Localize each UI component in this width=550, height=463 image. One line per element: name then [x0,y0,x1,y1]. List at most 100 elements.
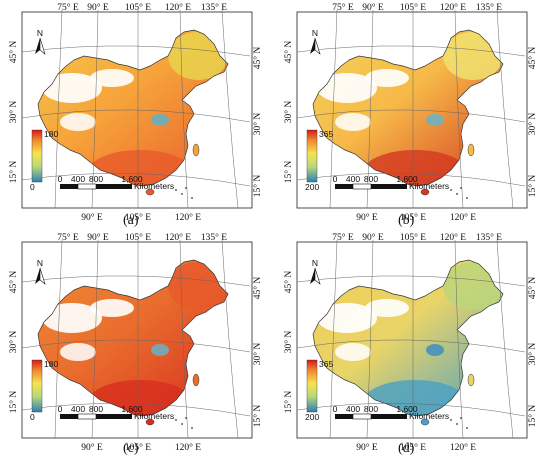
scale-bar-a [60,183,132,190]
map-b-svg: 75° E 90° E 105° E 120° E 135° E 90° E 105° E 1… [283,2,538,223]
lon-label-top-b-4: 135° E [476,2,502,13]
desert-area-tarim-a [42,73,102,103]
taiwan-island-c [192,373,200,387]
scale-tick-c-0: 0 [58,404,63,414]
scale-seg-2-c [77,413,97,420]
lon-label-bottom-a-0: 90° E [81,212,103,223]
lon-label-top-b-3: 120° E [440,2,466,13]
lon-label-top-d-2: 105° E [400,232,426,243]
scale-unit-b: Kilometers [409,181,449,191]
lon-label-bottom-b-1: 105° E [400,212,426,223]
scale-tick-a-3: 1,600 [121,174,143,184]
scale-tick-d-3: 1,600 [396,404,418,414]
scale-seg-2-b [352,183,372,190]
lat-label-left-b-1: 30° N [283,101,294,124]
legend-ramp-b [306,129,318,183]
taiwan-island-d [467,373,475,387]
lat-label-left-a-0: 45° N [8,41,19,64]
lon-label-bottom-a-2: 120° E [175,212,201,223]
sea-island-c-1 [181,423,183,425]
taiwan-island-a [192,143,200,157]
lon-label-top-b-2: 105° E [400,2,426,13]
lat-label-right-c-0: 45° N [252,277,263,300]
desert-area-gobi-d [365,299,409,317]
parallel-c-2 [21,403,251,417]
scale-seg-1-d [335,414,353,419]
taiwan-island-b [467,143,475,157]
sea-island-b-3 [466,197,468,199]
scale-seg-3-d [371,414,407,419]
scale-unit-c: Kilometers [134,411,174,421]
meridian-b-0 [329,9,338,209]
lat-label-left-d-0: 45° N [283,271,294,294]
lon-label-top-a-0: 75° E [57,2,79,13]
lon-label-bottom-a-1: 105° E [125,212,151,223]
map-panel-b: 75° E 90° E 105° E 120° E 135° E 90° E 105° E 1… [275,0,540,225]
desert-area-tarim-d [317,303,377,333]
lat-label-right-d-1: 30° N [527,343,538,366]
lon-label-top-a-2: 105° E [125,2,151,13]
map-frame-d [296,241,528,439]
scale-bar-c [60,413,132,420]
scale-unit-a: Kilometers [134,181,174,191]
sea-island-c-3 [191,427,193,429]
legend-min-label-d: 200 [305,412,319,422]
north-arrow-left-half-c [35,268,40,284]
lon-label-bottom-b-2: 120° E [450,212,476,223]
lat-label-left-c-1: 30° N [8,331,19,354]
scale-unit-d: Kilometers [409,411,449,421]
meridian-a-4 [221,9,239,209]
lat-label-left-b-2: 15° N [283,161,294,184]
desert-area-gobi-c [90,299,134,317]
north-arrow-left-half-d [310,268,315,284]
scale-tick-a-0: 0 [58,174,63,184]
scale-tick-b-2: 800 [364,174,378,184]
scale-seg-3-a [96,184,132,189]
lon-label-bottom-d-0: 90° E [356,442,378,453]
wetland-area-c [151,344,169,356]
desert-area-tarim-b [317,73,377,103]
caption-d: (d) [398,441,415,456]
map-d-svg: 75° E 90° E 105° E 120° E 135° E 90° E 105° E 1… [283,232,538,453]
scale-tick-a-1: 400 [71,174,85,184]
lat-label-left-b-0: 45° N [283,41,294,64]
parallel-a-0 [21,45,251,57]
hainan-island-d [420,418,430,426]
scale-seg-1-c [60,414,78,419]
sea-island-d-1 [456,423,458,425]
parallel-d-0 [296,275,526,287]
lat-label-left-c-2: 15° N [8,391,19,414]
sea-island-a-2 [185,187,187,189]
scale-seg-3-c [96,414,132,419]
northeast-region-d [443,262,503,310]
legend-ramp-a [31,129,43,183]
desert-area-tibet-b [335,113,371,131]
north-arrow-right-half-a [39,37,46,55]
hainan-island-b [420,188,430,196]
parallel-d-1 [296,339,526,353]
parallel-b-0 [296,45,526,57]
meridian-b-3 [454,9,464,209]
wetland-area-d [426,344,444,356]
lon-label-top-d-4: 135° E [476,232,502,243]
desert-area-gobi-a [90,69,134,87]
lon-label-bottom-b-0: 90° E [356,212,378,223]
parallel-c-1 [21,339,251,353]
northeast-region-c [168,262,228,310]
lon-label-top-d-3: 120° E [440,232,466,243]
north-arrow-label-d: N [312,258,318,268]
meridian-b-4 [496,9,514,209]
north-arrow-right-half-c [39,267,46,285]
scale-tick-c-2: 800 [89,404,103,414]
region-overlays-c [42,262,228,416]
scale-seg-3-b [371,184,407,189]
meridian-a-0 [54,9,63,209]
map-c-svg: 75° E 90° E 105° E 120° E 135° E 90° E 105° E 1… [8,232,263,453]
lat-label-left-d-2: 15° N [283,391,294,414]
northeast-region-a [168,32,228,80]
wetland-area-a [151,114,169,126]
lat-label-left-a-1: 30° N [8,101,19,124]
desert-area-tibet-a [60,113,96,131]
caption-a: (a) [123,213,139,228]
north-arrow-right-half-d [314,267,321,285]
